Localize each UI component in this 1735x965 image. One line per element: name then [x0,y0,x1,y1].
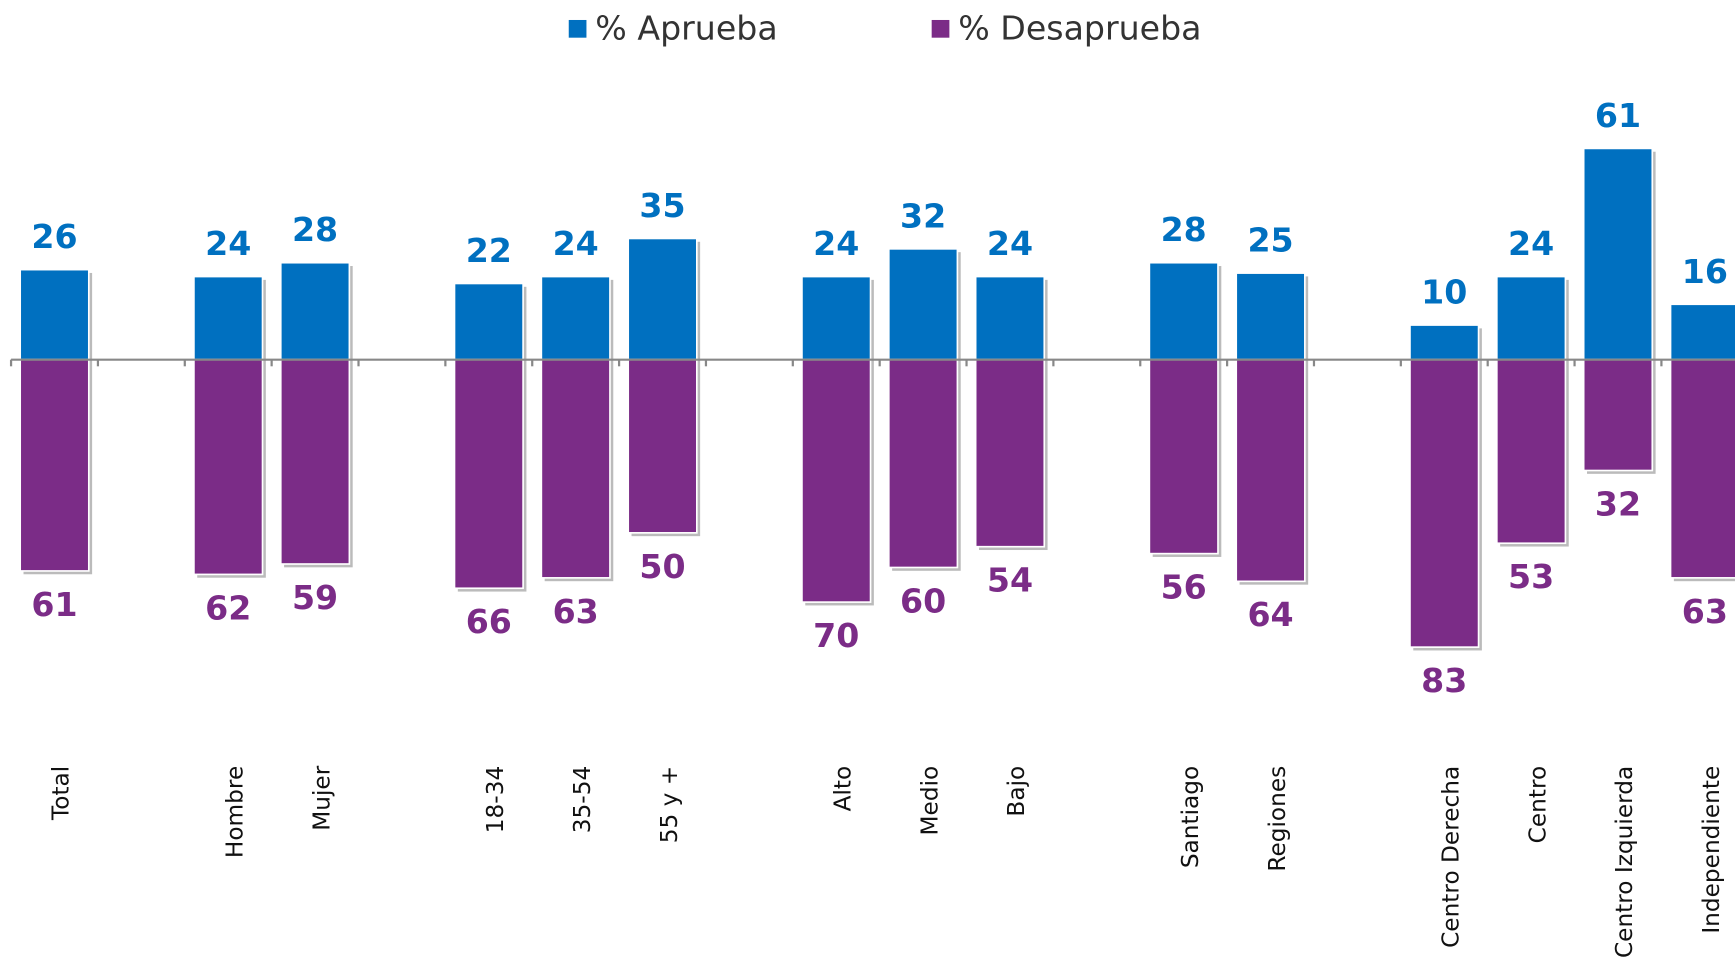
bar [1495,275,1567,361]
value-label: 61 [1595,96,1641,135]
bar [1582,147,1654,361]
value-label: 22 [466,231,512,270]
value-label: 83 [1421,661,1467,700]
value-label: 64 [1247,595,1293,634]
bar [1495,358,1567,545]
value-label: 32 [900,196,946,235]
bar [540,275,611,361]
value-label: 32 [1595,484,1641,523]
value-label: 24 [1508,224,1554,263]
value-label: 60 [900,581,946,620]
value-label: 24 [987,224,1033,263]
bar [453,358,524,590]
bar [19,268,90,361]
bar [1235,358,1306,583]
category-label: Hombre [221,766,248,858]
bar [887,248,959,361]
bar [1409,324,1480,361]
legend-label: % Aprueba [595,8,777,47]
value-label: 53 [1508,557,1554,596]
category-label: Total [48,766,75,821]
bar [801,358,872,603]
value-label: 28 [292,210,338,249]
bar [1148,358,1219,555]
bar [974,275,1046,361]
value-label: 59 [292,578,338,617]
value-label: 16 [1682,252,1728,291]
bar [1669,358,1735,579]
value-label: 24 [205,224,251,263]
bar [1148,261,1219,361]
category-label: Centro [1524,766,1551,844]
category-label: Alto [829,766,856,812]
value-label: 28 [1161,210,1207,249]
bar [801,275,872,361]
bar [1409,358,1480,648]
category-label: 35-54 [569,766,596,833]
value-label: 10 [1421,273,1467,312]
bar [974,358,1046,548]
value-label: 54 [987,561,1033,600]
category-label: 55 y + [656,766,683,844]
value-label: 66 [466,602,512,641]
bar [1582,358,1654,472]
value-label: 26 [31,217,77,256]
value-label: 25 [1247,221,1293,260]
bar [193,275,264,361]
bar [453,282,524,361]
legend-swatch [931,19,950,38]
bar [540,358,611,579]
legend-swatch [568,19,587,38]
value-label: 62 [205,588,251,627]
value-label: 63 [553,592,599,631]
value-label: 70 [813,616,859,655]
category-label: Bajo [1003,766,1030,817]
bar [887,358,959,569]
category-label: Centro Izquierda [1611,766,1638,958]
category-label: 18-34 [482,766,509,833]
legend-label: % Desaprueba [958,8,1201,47]
category-label: Regiones [1264,766,1291,872]
value-label: 24 [553,224,599,263]
value-label: 63 [1682,592,1728,631]
bar [19,358,90,572]
bar [193,358,264,576]
category-label: Mujer [308,765,335,830]
category-label: Medio [916,766,943,836]
category-label: Centro Derecha [1438,766,1465,948]
value-label: 61 [31,585,77,624]
bar [279,261,351,361]
value-label: 24 [813,224,859,263]
category-label: Santiago [1177,766,1204,868]
bar [279,358,351,565]
bar [627,358,698,534]
bar [1669,303,1735,361]
bar [627,237,698,361]
value-label: 50 [639,547,685,586]
value-label: 56 [1161,568,1207,607]
bar [1235,272,1306,361]
value-label: 35 [639,186,685,225]
category-label: Independiente [1698,766,1725,934]
